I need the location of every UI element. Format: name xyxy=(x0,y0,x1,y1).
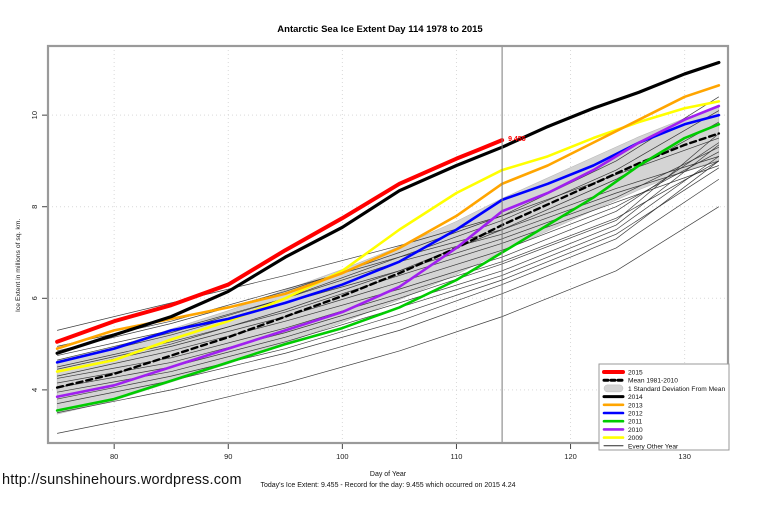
x-tick-label: 130 xyxy=(678,452,691,461)
other-year-line xyxy=(57,121,720,370)
y-tick-label: 10 xyxy=(30,111,39,119)
series-line-2015 xyxy=(55,138,505,344)
series-line-2014 xyxy=(55,60,721,355)
x-axis-label: Day of Year xyxy=(369,471,407,478)
watermark-url: http://sunshinehours.wordpress.com xyxy=(2,472,242,488)
series-line-mean-1981-2010 xyxy=(55,132,721,389)
other-year-line xyxy=(57,167,720,400)
y-tick-label: 4 xyxy=(30,388,39,392)
x-tick-label: 120 xyxy=(564,452,577,461)
other-year-line xyxy=(57,96,720,352)
y-axis-label: Ice Extent in millions of sq. km. xyxy=(15,218,22,312)
other-year-line xyxy=(57,160,720,379)
legend-item-label: 2012 xyxy=(628,411,643,418)
legend-item-label: 2014 xyxy=(628,394,643,401)
x-tick-label: 90 xyxy=(224,452,232,461)
other-year-line xyxy=(57,178,720,414)
series-line-2010 xyxy=(55,104,721,399)
other-year-line xyxy=(57,142,720,377)
series-line-2013 xyxy=(55,84,721,350)
x-tick-label: 110 xyxy=(450,452,462,461)
other-year-line xyxy=(57,110,720,361)
legend-item-label: 2015 xyxy=(628,370,643,377)
record-value-annotation: 9.455 xyxy=(508,136,526,144)
legend-box xyxy=(598,363,730,451)
legend-item-label: 2013 xyxy=(628,402,643,409)
other-year-line xyxy=(57,165,719,368)
legend-item-label: 2010 xyxy=(628,427,643,434)
chart-title: Antarctic Sea Ice Extent Day 114 1978 to… xyxy=(277,24,483,35)
other-year-line xyxy=(57,151,720,372)
plot-frame xyxy=(46,44,730,445)
footer-caption: Today's Ice Extent: 9.455 - Record for t… xyxy=(260,482,516,489)
y-tick-label: 8 xyxy=(30,205,39,209)
legend-item-label: Every Other Year xyxy=(628,443,679,450)
legend-item-label: Mean 1981-2010 xyxy=(628,378,678,385)
legend-item-label: 1 Standard Deviation From Mean xyxy=(628,386,725,393)
legend-item-label: 2009 xyxy=(628,435,643,442)
y-tick-label: 6 xyxy=(30,296,39,300)
legend-item-label: 2011 xyxy=(628,419,643,426)
series-line-2011 xyxy=(55,123,721,412)
legend-swatch-band xyxy=(603,384,624,393)
x-tick-label: 100 xyxy=(336,452,349,461)
other-year-line xyxy=(57,206,720,434)
other-year-line xyxy=(57,133,720,384)
x-tick-label: 80 xyxy=(110,452,118,461)
